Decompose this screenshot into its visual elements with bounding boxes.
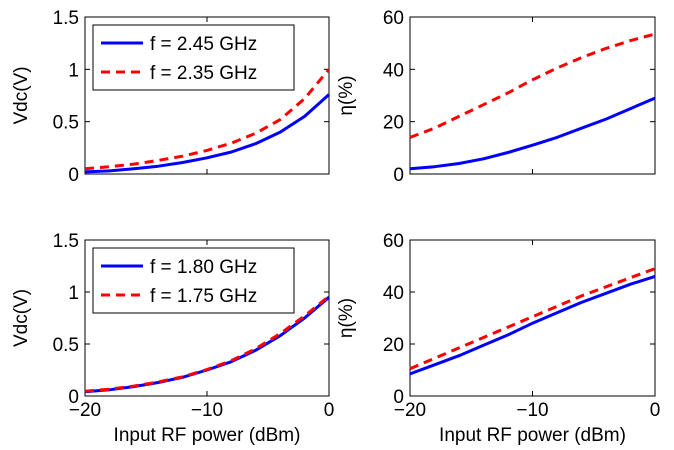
y-tick-label: 0.5 (53, 113, 79, 134)
y-axis-label: η(%) (336, 75, 357, 115)
legend-label: f = 2.35 GHz (150, 63, 257, 84)
y-tick-label: 0.5 (53, 335, 79, 356)
axes-box (409, 239, 656, 397)
y-tick-label: 1 (68, 60, 79, 81)
legend: f = 2.45 GHz f = 2.35 GHz (92, 24, 295, 91)
y-tick-label: 40 (383, 283, 404, 304)
x-axis-label: Input RF power (dBm) (439, 425, 626, 446)
series-line-2 (409, 32, 656, 139)
legend-label: f = 1.75 GHz (150, 286, 257, 307)
y-tick-label: 1 (68, 283, 79, 304)
series-line-2 (84, 68, 331, 171)
legend-label: f = 2.45 GHz (150, 34, 257, 55)
y-tick-label: 0 (68, 387, 79, 408)
chart-panel-4: 0 20 40 60 −20 −10 0 η(%) Input RF power (dBm) (336, 231, 660, 446)
y-tick-label: 1.5 (53, 8, 79, 29)
y-axis-label: η(%) (336, 298, 357, 338)
legend-box (92, 247, 295, 314)
x-tick-label: 0 (324, 400, 335, 421)
series-line-2 (84, 295, 330, 393)
y-axis-label: Vdc(V) (11, 66, 32, 124)
y-tick-label: 0 (393, 387, 404, 408)
y-tick-label: 60 (383, 231, 404, 252)
chart-panel-2: 0 20 40 60 η(%) (336, 8, 656, 186)
chart-panel-3: 0 0.5 1 1.5 −20 −10 0 Vdc(V) Input RF power (dBm… (11, 231, 334, 446)
x-axis-label: Input RF power (dBm) (114, 425, 301, 446)
x-tick-label: −20 (394, 400, 426, 421)
y-tick-label: 0 (393, 165, 404, 186)
x-tick-label: −10 (191, 400, 223, 421)
legend: f = 1.80 GHz f = 1.75 GHz (92, 247, 295, 314)
series-line-2 (409, 267, 656, 371)
legend-box (92, 24, 295, 91)
y-tick-label: 20 (383, 113, 404, 134)
y-tick-label: 60 (383, 8, 404, 29)
series-line-1 (84, 93, 331, 174)
x-tick-label: 0 (650, 400, 661, 421)
axes-box (409, 16, 656, 175)
y-tick-label: 0 (68, 165, 79, 186)
chart-panel-1: 0 0.5 1 1.5 Vdc(V) f = 2.45 GHz f = 2.35 GHz (11, 8, 331, 186)
x-tick-label: −10 (516, 400, 548, 421)
y-tick-label: 40 (383, 60, 404, 81)
y-tick-label: 20 (383, 335, 404, 356)
series-line-1 (409, 274, 656, 376)
x-tick-label: −20 (69, 400, 101, 421)
series-line-1 (409, 96, 656, 171)
y-axis-label: Vdc(V) (11, 289, 32, 347)
legend-label: f = 1.80 GHz (150, 257, 257, 278)
y-tick-label: 1.5 (53, 231, 79, 252)
